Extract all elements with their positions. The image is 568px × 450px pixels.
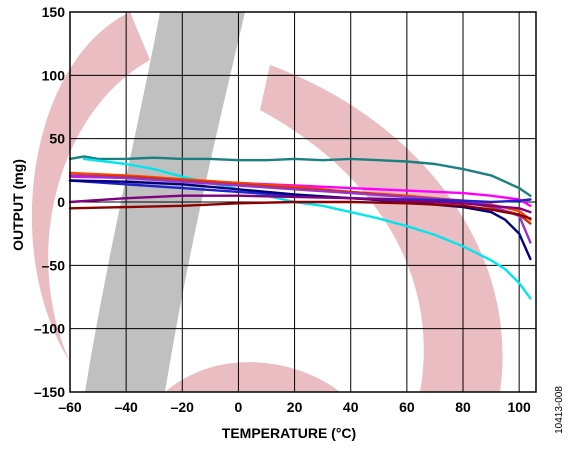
x-tick-labels: –60 –40 –20 0 20 40 60 80 100 xyxy=(58,399,531,415)
y-tick-label: 100 xyxy=(42,67,66,83)
watermark-red-arc-right xyxy=(260,65,503,392)
y-tick-label: 50 xyxy=(49,131,65,147)
x-tick-label: 60 xyxy=(399,399,415,415)
y-tick-label: 150 xyxy=(42,4,66,20)
x-tick-label: 100 xyxy=(507,399,531,415)
y-tick-label: 0 xyxy=(57,194,65,210)
x-tick-label: –60 xyxy=(58,399,82,415)
plot-border xyxy=(69,11,537,393)
x-tick-label: –40 xyxy=(114,399,138,415)
watermark-red-tail xyxy=(165,362,340,392)
x-tick-label: 40 xyxy=(343,399,359,415)
series-line-1 xyxy=(68,155,532,197)
x-tick-label: 20 xyxy=(287,399,303,415)
series-lines xyxy=(68,155,532,300)
series-line-9 xyxy=(68,194,532,214)
series-line-6 xyxy=(68,174,532,244)
y-tick-label: –150 xyxy=(34,384,65,400)
x-axis-label: TEMPERATURE (°C) xyxy=(222,425,356,441)
y-axis-label: OUTPUT (mg) xyxy=(10,159,26,251)
figure-id-label: 10413-008 xyxy=(554,386,565,434)
y-tick-label: –100 xyxy=(34,321,65,337)
x-tick-label: 80 xyxy=(455,399,471,415)
y-tick-label: –50 xyxy=(42,257,66,273)
y-tick-labels: 150 100 50 0 –50 –100 –150 xyxy=(34,4,65,400)
series-line-10 xyxy=(68,200,532,220)
series-line-2 xyxy=(82,157,532,300)
x-tick-label: 0 xyxy=(235,399,243,415)
watermark-red-arc-left xyxy=(31,12,150,362)
x-tick-label: –20 xyxy=(171,399,195,415)
